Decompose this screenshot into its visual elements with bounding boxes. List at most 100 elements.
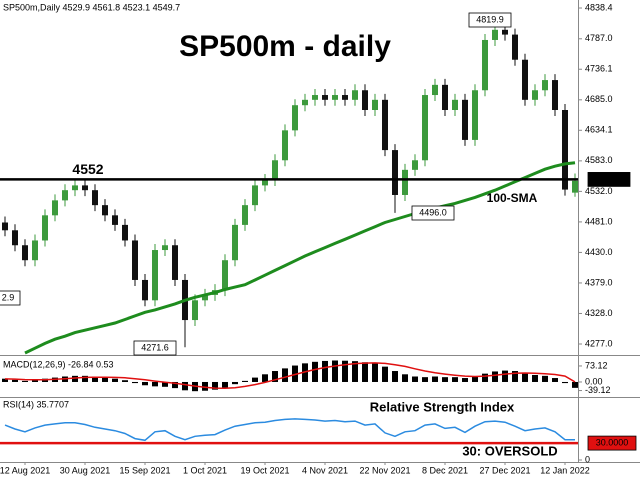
label-box	[468, 12, 512, 28]
macd-bar	[462, 378, 468, 382]
y-tick-label: 4481.0	[585, 216, 613, 226]
macd-bar	[212, 381, 218, 390]
annotation: 30: OVERSOLD	[462, 443, 557, 458]
y-tick-label: 0.00	[585, 376, 603, 386]
macd-bar	[562, 381, 568, 384]
macd-bar	[242, 380, 248, 382]
macd-bar	[142, 381, 148, 386]
macd-bar	[412, 376, 418, 382]
candle-body	[22, 245, 28, 261]
candle-body	[92, 190, 98, 206]
macd-bar	[222, 381, 228, 388]
macd-bar	[282, 368, 288, 382]
y-tick-label: 73.12	[585, 360, 608, 370]
y-tick-label: 4838.4	[585, 2, 613, 12]
candle-body	[432, 84, 438, 96]
macd-bar	[422, 377, 428, 382]
candle-body	[162, 245, 168, 251]
y-tick-label: 4532.0	[585, 186, 613, 196]
candle-body	[2, 222, 8, 231]
macd-bar	[512, 371, 518, 382]
macd-bar	[262, 374, 268, 382]
legend-label: Relative Strength Index	[370, 399, 515, 414]
macd-bar	[82, 375, 88, 382]
macd-bar	[432, 376, 438, 382]
macd-bar	[102, 377, 108, 382]
candle-body	[252, 185, 258, 206]
macd-bar	[132, 381, 138, 384]
x-tick-label: 8 Dec 2021	[422, 465, 468, 475]
y-tick-label: 4430.0	[585, 247, 613, 257]
macd-bar	[182, 381, 188, 391]
candle-body	[132, 240, 138, 280]
macd-bar	[552, 378, 558, 382]
label-box	[587, 435, 637, 451]
macd-bar	[352, 361, 358, 382]
x-tick-label: 15 Sep 2021	[119, 465, 170, 475]
macd-bar	[382, 366, 388, 382]
sma-line	[24, 161, 576, 355]
candle-body	[442, 84, 448, 110]
macd-bar	[372, 363, 378, 382]
candle-body	[42, 215, 48, 241]
macd-bar	[252, 377, 258, 382]
x-tick-label: 12 Aug 2021	[0, 465, 50, 475]
candle-body	[142, 279, 148, 301]
candle-body	[312, 95, 318, 100]
macd-bar	[202, 381, 208, 391]
candle-body	[72, 185, 78, 191]
candle-body	[242, 205, 248, 225]
y-tick-label: 4685.0	[585, 94, 613, 104]
macd-bar	[272, 371, 278, 382]
label-box	[0, 290, 21, 306]
signal-line	[4, 362, 576, 390]
candle-body	[232, 224, 238, 261]
x-tick-label: 12 Jan 2022	[540, 465, 590, 475]
candle-body	[112, 215, 118, 225]
label-text: 4552.0	[595, 174, 623, 184]
candle-body	[262, 180, 268, 186]
macd-bar	[532, 374, 538, 382]
y-tick-label: 4328.0	[585, 308, 613, 318]
candle-body	[292, 105, 298, 131]
candle-body	[332, 95, 338, 100]
candle-body	[152, 250, 158, 301]
x-tick-label: 27 Dec 2021	[479, 465, 530, 475]
panel-label: RSI(14) 35.7707	[3, 399, 69, 409]
macd-bar	[502, 370, 508, 382]
candle-body	[402, 169, 408, 195]
candle-body	[322, 95, 328, 100]
macd-bar	[152, 381, 158, 387]
macd-bar	[402, 374, 408, 382]
candle-body	[172, 245, 178, 280]
macd-bar	[442, 377, 448, 382]
macd-bar	[2, 378, 8, 382]
x-tick-label: 1 Oct 2021	[183, 465, 227, 475]
macd-bar	[92, 376, 98, 382]
candle-body	[302, 99, 308, 106]
label-text: 4271.6	[141, 342, 169, 352]
candle-body	[82, 185, 88, 191]
macd-bar	[342, 360, 348, 382]
candle-body	[222, 260, 228, 291]
y-tick-label: 4583.0	[585, 155, 613, 165]
candle-body	[452, 99, 458, 110]
y-tick-label: 4736.1	[585, 64, 613, 74]
candle-body	[52, 200, 58, 216]
candle-body	[542, 80, 548, 91]
candle-body	[472, 90, 478, 140]
macd-bar	[112, 378, 118, 382]
candle-body	[282, 130, 288, 161]
y-tick-label: -39.12	[585, 385, 611, 395]
label-text: 4496.0	[419, 207, 447, 217]
label-text: 2.9	[2, 292, 15, 302]
candle-body	[532, 90, 538, 100]
x-tick-label: 4 Nov 2021	[302, 465, 348, 475]
candle-body	[462, 99, 468, 140]
candle-body	[522, 59, 528, 100]
sma-label: 100-SMA	[487, 191, 538, 205]
candle-body	[272, 160, 278, 181]
macd-bar	[392, 371, 398, 382]
candle-body	[122, 224, 128, 241]
